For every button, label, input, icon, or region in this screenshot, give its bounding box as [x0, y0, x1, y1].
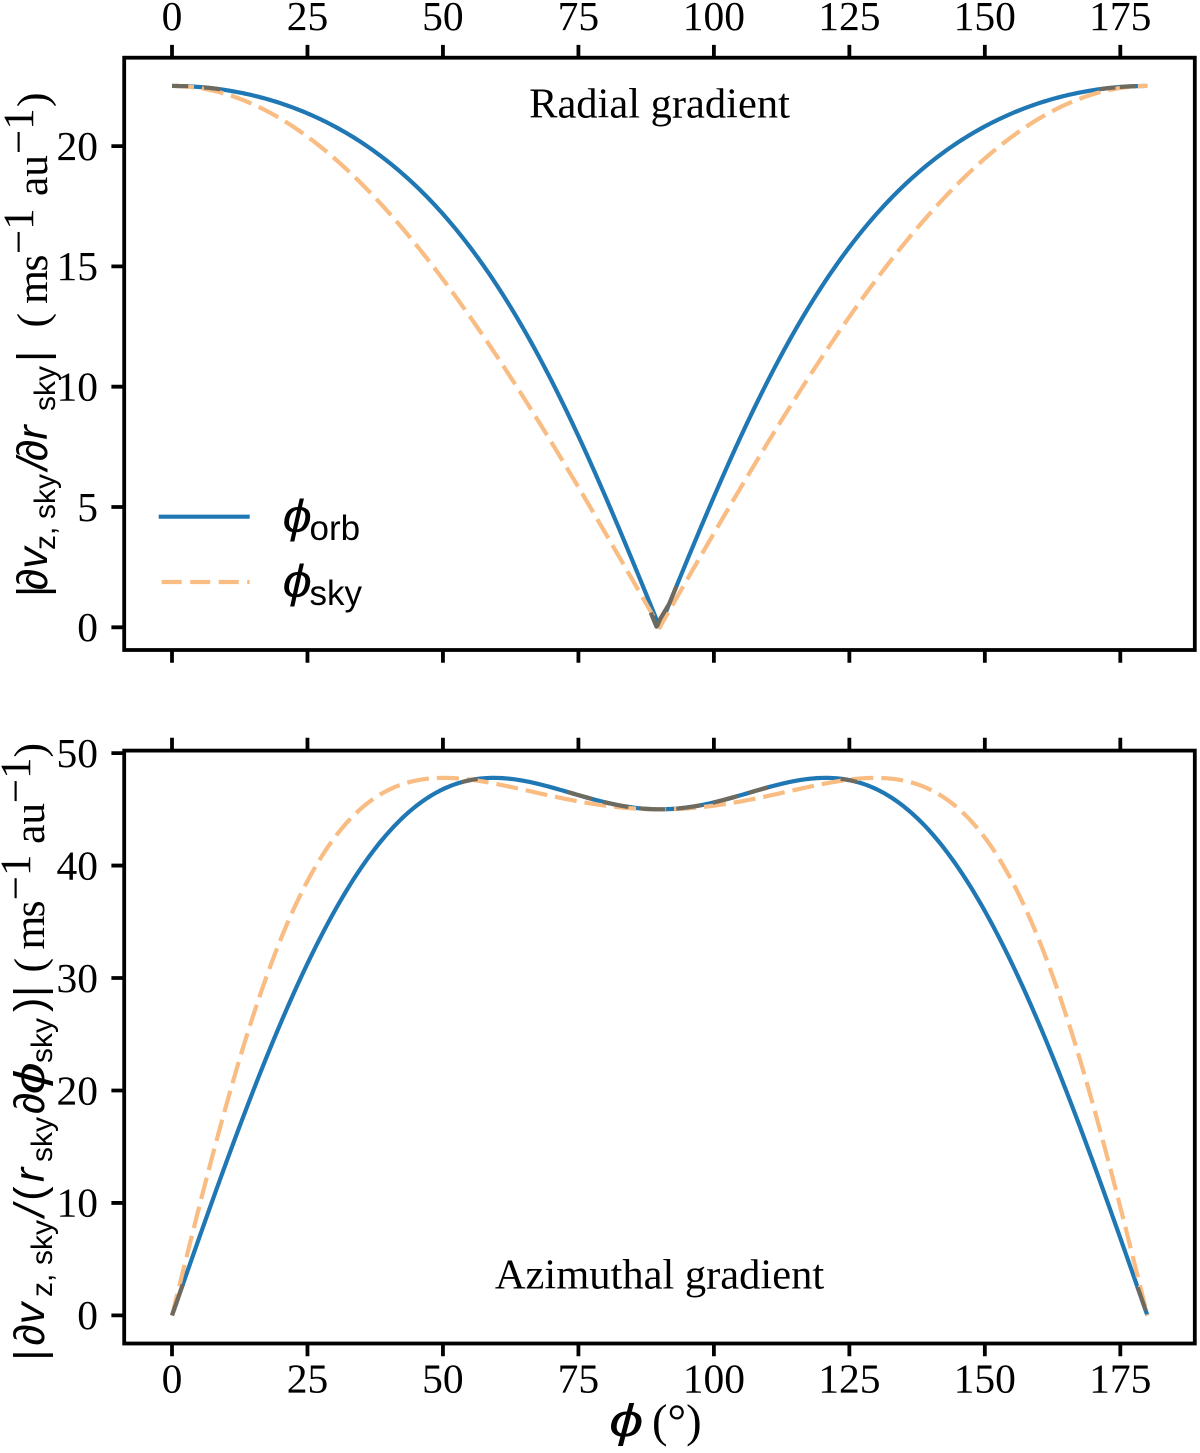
svg-text:∂r: ∂r	[9, 424, 57, 461]
svg-text:175: 175	[1089, 0, 1151, 39]
svg-text:ϕ: ϕ	[609, 1395, 644, 1446]
svg-text:20: 20	[57, 123, 99, 169]
svg-text:10: 10	[57, 364, 99, 410]
svg-text:): )	[9, 93, 57, 108]
svg-text:ϕ: ϕ	[5, 1062, 53, 1094]
svg-text:/: /	[9, 454, 57, 473]
svg-text:sky: sky	[26, 1220, 59, 1265]
svg-text:0: 0	[77, 1292, 98, 1338]
svg-text:sky: sky	[26, 1117, 59, 1162]
svg-text:75: 75	[558, 0, 600, 39]
svg-text:au: au	[6, 803, 54, 844]
svg-text:sky: sky	[29, 474, 62, 519]
svg-text:s: s	[6, 900, 54, 917]
svg-text:sky: sky	[26, 1018, 59, 1063]
svg-text:/: /	[6, 1201, 54, 1220]
svg-text:Azimuthal gradient: Azimuthal gradient	[495, 1252, 824, 1299]
svg-text:|: |	[6, 986, 54, 997]
svg-text:): )	[6, 998, 54, 1012]
svg-text:m: m	[9, 270, 57, 304]
svg-text:75: 75	[558, 1356, 600, 1402]
svg-text:r: r	[6, 1166, 54, 1182]
svg-text:): )	[6, 743, 54, 758]
svg-text:|: |	[9, 586, 57, 597]
svg-text:Radial gradient: Radial gradient	[529, 81, 790, 128]
svg-text:(°): (°)	[652, 1397, 702, 1448]
svg-text:−1: −1	[0, 208, 43, 254]
svg-text:−1: −1	[0, 854, 40, 900]
svg-text:0: 0	[162, 0, 183, 39]
svg-text:(: (	[6, 958, 54, 973]
svg-text:∂: ∂	[6, 1093, 54, 1114]
svg-text:ϕ: ϕ	[283, 555, 312, 607]
svg-text:100: 100	[683, 1356, 745, 1402]
svg-text:40: 40	[57, 842, 99, 888]
svg-text:10: 10	[57, 1180, 99, 1226]
svg-text:−1: −1	[0, 757, 40, 803]
svg-text:∂v: ∂v	[6, 1300, 54, 1345]
svg-text:m: m	[6, 916, 54, 950]
svg-text:sky: sky	[310, 574, 363, 613]
svg-text:50: 50	[422, 0, 464, 39]
svg-text:15: 15	[57, 243, 99, 289]
svg-text:25: 25	[287, 1356, 329, 1402]
svg-text:∂v: ∂v	[9, 545, 57, 590]
svg-text:|: |	[9, 351, 57, 362]
svg-text:sky: sky	[29, 366, 62, 411]
svg-text:s: s	[9, 255, 57, 272]
svg-text:125: 125	[818, 1356, 880, 1402]
svg-text:z,: z,	[26, 1274, 59, 1297]
svg-text:125: 125	[818, 0, 880, 39]
svg-text:orb: orb	[310, 509, 361, 548]
svg-text:ϕ: ϕ	[283, 490, 312, 542]
svg-text:175: 175	[1089, 1356, 1151, 1402]
svg-text:50: 50	[57, 730, 99, 776]
svg-text:0: 0	[162, 1356, 183, 1402]
svg-text:0: 0	[77, 604, 98, 650]
svg-text:|: |	[6, 1350, 54, 1361]
svg-text:100: 100	[683, 0, 745, 39]
svg-text:30: 30	[57, 955, 99, 1001]
svg-text:150: 150	[954, 1356, 1016, 1402]
svg-text:50: 50	[422, 1356, 464, 1402]
svg-text:25: 25	[287, 0, 329, 39]
svg-text:(: (	[6, 1186, 54, 1201]
svg-text:−1: −1	[0, 108, 43, 154]
svg-text:5: 5	[77, 484, 98, 530]
svg-text:(: (	[9, 313, 57, 328]
svg-text:au: au	[9, 155, 57, 196]
svg-text:z,: z,	[29, 527, 62, 550]
svg-text:150: 150	[954, 0, 1016, 39]
svg-text:20: 20	[57, 1067, 99, 1113]
